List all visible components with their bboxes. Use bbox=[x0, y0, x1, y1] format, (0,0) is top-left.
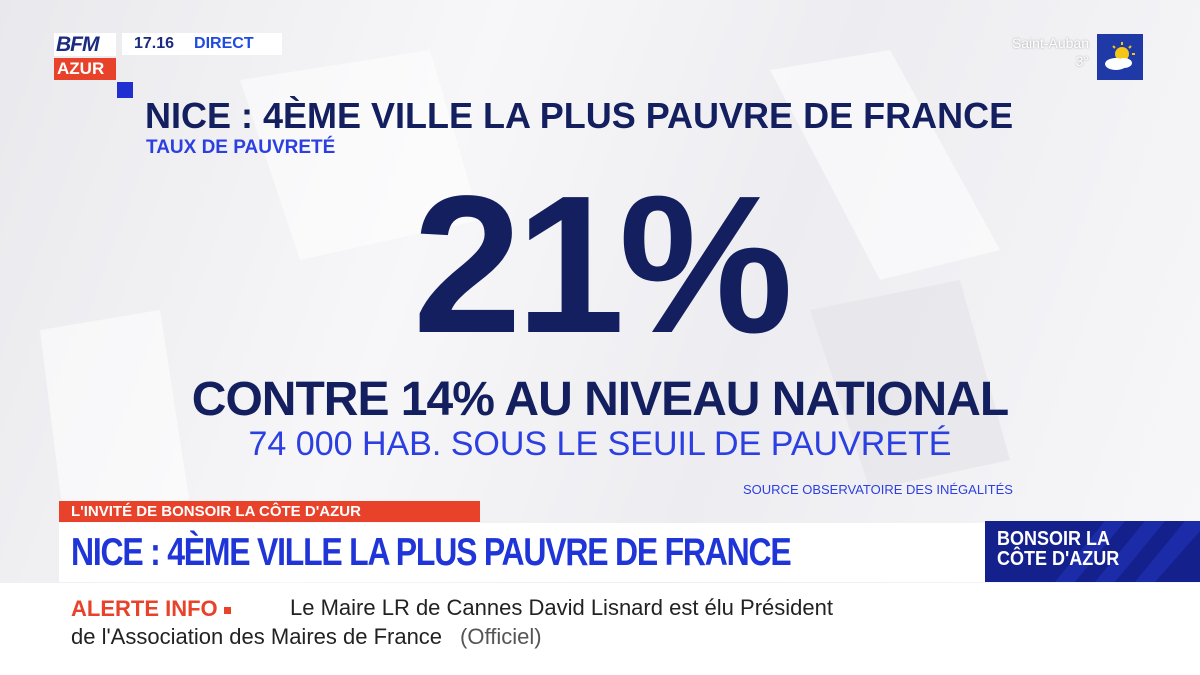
weather-text: Saint-Auban 3° bbox=[1012, 34, 1089, 70]
live-label: DIRECT bbox=[194, 35, 254, 52]
detail-text: 74 000 HAB. SOUS LE SEUIL DE PAUVRETÉ bbox=[248, 425, 952, 463]
graphic-subheading: TAUX DE PAUVRETÉ bbox=[146, 137, 336, 158]
channel-logo: BFM AZUR bbox=[54, 33, 116, 81]
alert-label: ALERTE INFO bbox=[71, 596, 231, 622]
logo-bfm: BFM bbox=[54, 33, 116, 56]
graphic-headline: NICE : 4ÈME VILLE LA PLUS PAUVRE DE FRAN… bbox=[145, 95, 1014, 136]
news-ticker bbox=[0, 583, 1200, 675]
title-bar bbox=[59, 523, 985, 582]
show-badge-pattern bbox=[1055, 521, 1200, 582]
source-text: SOURCE OBSERVATOIRE DES INÉGALITÉS bbox=[743, 482, 1013, 497]
weather-temperature: 3° bbox=[1075, 53, 1089, 69]
program-tag: L'INVITÉ DE BONSOIR LA CÔTE D'AZUR bbox=[59, 501, 480, 522]
alert-text: ALERTE INFO bbox=[71, 596, 218, 621]
ticker-line-1: Le Maire LR de Cannes David Lisnard est … bbox=[290, 595, 833, 620]
comparison-text: CONTRE 14% AU NIVEAU NATIONAL bbox=[191, 373, 1009, 426]
ticker-line-2: de l'Association des Maires de France (Of… bbox=[71, 624, 542, 650]
lower-third-title: NICE : 4ÈME VILLE LA PLUS PAUVRE DE FRAN… bbox=[71, 531, 792, 574]
ticker-line-2-text: de l'Association des Maires de France bbox=[71, 624, 443, 649]
weather-city: Saint-Auban bbox=[1011, 35, 1089, 51]
live-bar: 17.16 DIRECT bbox=[122, 33, 282, 55]
alert-dot bbox=[223, 606, 231, 614]
clock: 17.16 bbox=[134, 35, 175, 52]
ticker-source: (Officiel) bbox=[460, 624, 542, 649]
show-name: BONSOIR LA CÔTE D'AZUR bbox=[997, 528, 1120, 570]
sun-cloud-icon bbox=[1097, 34, 1143, 80]
big-value: 21% bbox=[412, 155, 793, 374]
logo-azur: AZUR bbox=[54, 58, 116, 80]
accent-square bbox=[117, 82, 133, 98]
weather-widget: Saint-Auban 3° bbox=[1012, 34, 1143, 80]
show-badge: BONSOIR LA CÔTE D'AZUR bbox=[985, 521, 1200, 582]
